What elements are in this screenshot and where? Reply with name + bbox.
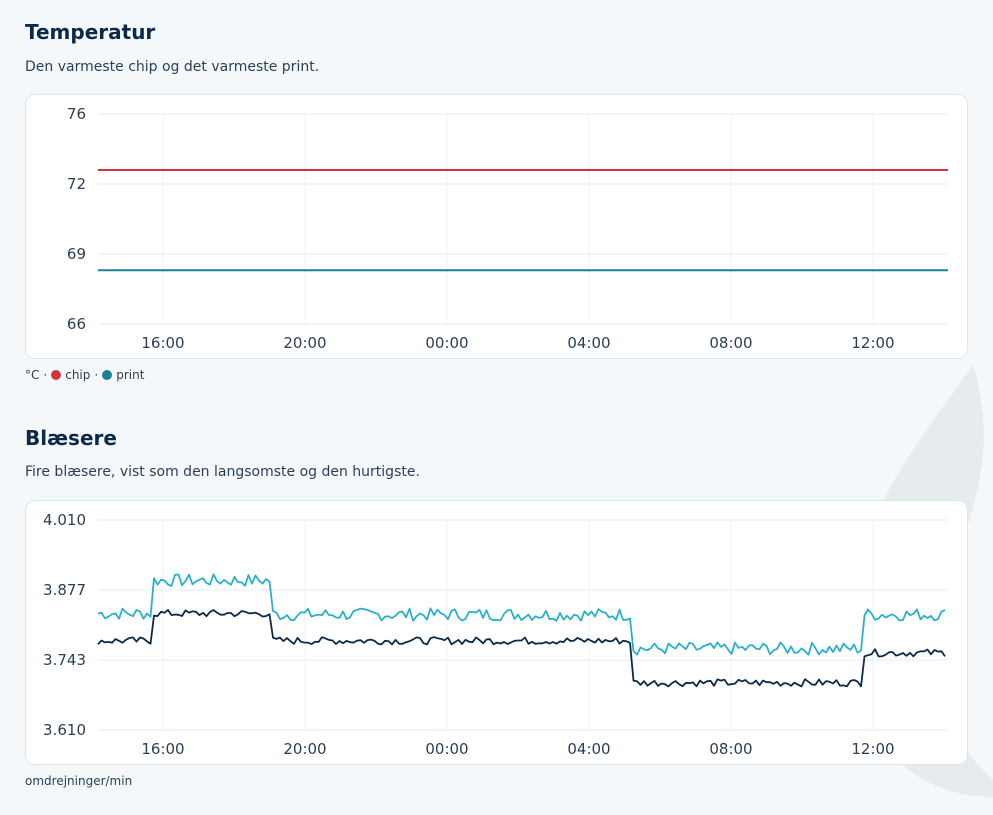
fans-subtitle: Fire blæsere, vist som den langsomste og… xyxy=(25,464,420,480)
legend-chip-swatch xyxy=(51,370,62,380)
x-tick-label: 12:00 xyxy=(851,740,894,758)
y-tick-label: 3.610 xyxy=(43,721,86,739)
x-tick-label: 12:00 xyxy=(851,334,894,352)
legend-unit: °C xyxy=(25,368,40,382)
x-tick-label: 00:00 xyxy=(425,334,468,352)
series-line-slowest xyxy=(97,609,946,688)
x-tick-label: 16:00 xyxy=(141,334,184,352)
temperature-subtitle: Den varmeste chip og det varmeste print. xyxy=(25,59,320,75)
y-tick-label: 69 xyxy=(67,245,86,263)
y-tick-label: 66 xyxy=(67,315,86,333)
fans-title: Blæsere xyxy=(25,426,117,450)
y-tick-label: 72 xyxy=(67,175,86,193)
temperature-title: Temperatur xyxy=(25,20,156,44)
legend-print-label: print xyxy=(116,368,145,382)
legend-chip-label: chip xyxy=(65,368,91,382)
fans-chart-card: 16:00 20:00 00:00 04:00 08:00 12:00 3.610 3.743… xyxy=(25,500,968,765)
y-tick-label: 4.010 xyxy=(43,511,86,529)
legend-print-swatch xyxy=(102,370,113,380)
legend-separator-2: · xyxy=(94,368,99,382)
x-tick-label: 16:00 xyxy=(141,740,184,758)
legend-separator: · xyxy=(43,368,48,382)
x-tick-label: 04:00 xyxy=(567,740,610,758)
x-tick-label: 00:00 xyxy=(425,740,468,758)
x-tick-label: 08:00 xyxy=(709,334,752,352)
temperature-chart: 16:00 20:00 00:00 04:00 08:00 12:00 66 69 72 76 xyxy=(67,105,948,352)
x-tick-label: 04:00 xyxy=(567,334,610,352)
x-tick-label: 20:00 xyxy=(283,740,326,758)
y-tick-label: 3.877 xyxy=(43,581,86,599)
y-tick-label: 3.743 xyxy=(43,651,86,669)
fans-unit-label: omdrejninger/min xyxy=(25,774,133,788)
temperature-legend: °C · chip · print xyxy=(25,368,144,382)
fans-chart: 16:00 20:00 00:00 04:00 08:00 12:00 3.610 3.743… xyxy=(43,511,948,758)
series-line-fastest xyxy=(97,573,946,656)
y-tick-label: 76 xyxy=(67,105,86,123)
x-tick-label: 20:00 xyxy=(283,334,326,352)
temperature-chart-card: 16:00 20:00 00:00 04:00 08:00 12:00 66 69 72 76 xyxy=(25,94,968,359)
x-tick-label: 08:00 xyxy=(709,740,752,758)
